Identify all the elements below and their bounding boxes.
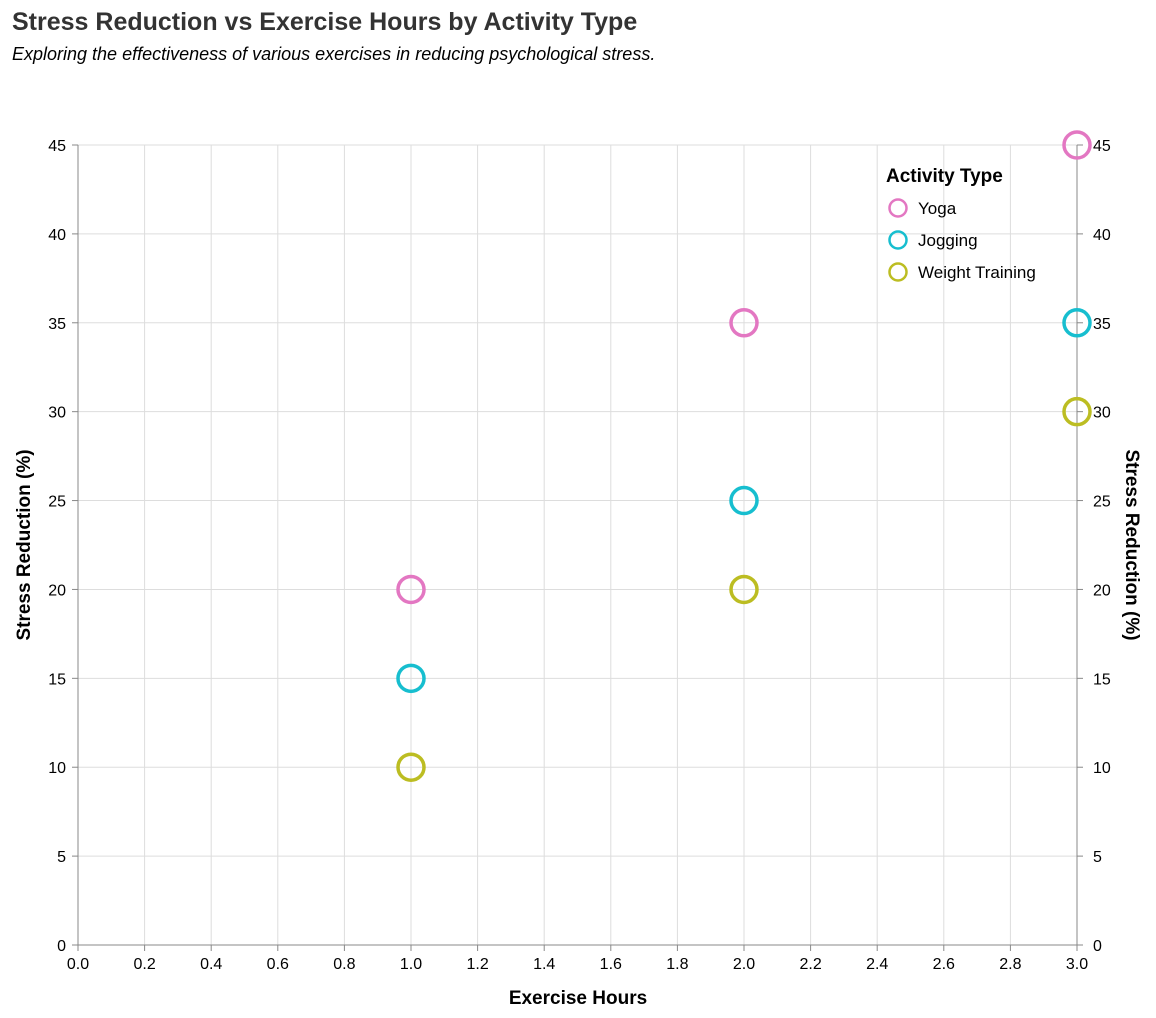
x-tick-label: 2.8 — [999, 956, 1021, 973]
y-axis-right-title: Stress Reduction (%) — [1121, 449, 1142, 640]
y-right-tick-label: 40 — [1093, 227, 1111, 244]
y-axis-title: Stress Reduction (%) — [14, 449, 35, 640]
y-tick-label: 25 — [48, 494, 66, 511]
x-tick-label: 1.6 — [600, 956, 622, 973]
x-tick-label: 1.2 — [466, 956, 488, 973]
x-tick-label: 0.8 — [333, 956, 355, 973]
point-jogging — [729, 485, 759, 516]
x-tick-label: 2.2 — [799, 956, 821, 973]
x-tick-label: 3.0 — [1066, 956, 1088, 973]
y-right-tick-label: 10 — [1093, 760, 1111, 777]
x-tick-label: 0.6 — [267, 956, 289, 973]
y-tick-label: 0 — [57, 938, 66, 955]
chart-subtitle: Exploring the effectiveness of various e… — [12, 44, 656, 64]
data-points — [396, 130, 1092, 782]
x-tick-label: 1.0 — [400, 956, 422, 973]
x-tick-label: 1.8 — [666, 956, 688, 973]
y-tick-label: 20 — [48, 582, 66, 599]
x-tick-label: 1.4 — [533, 956, 555, 973]
y-tick-label: 15 — [48, 671, 66, 688]
y-right-tick-label: 30 — [1093, 405, 1111, 422]
y-tick-label: 30 — [48, 405, 66, 422]
point-yoga — [396, 574, 426, 605]
legend: Activity Type Yoga Jogging Weight Training — [886, 166, 1036, 282]
y-right-tick-label: 15 — [1093, 671, 1111, 688]
legend-symbol-weight-training — [888, 262, 908, 282]
legend-label-jogging: Jogging — [918, 231, 978, 250]
x-tick-label: 2.6 — [933, 956, 955, 973]
y-right-tick-label: 20 — [1093, 582, 1111, 599]
legend-label-weight-training: Weight Training — [918, 263, 1036, 282]
x-tick-label: 2.0 — [733, 956, 755, 973]
legend-label-yoga: Yoga — [918, 199, 957, 218]
axes: 0.0 0.2 0.4 0.6 0.8 1.0 1.2 1.4 1.6 1.8 2.0 2.2 2.4 2… — [48, 138, 1111, 973]
point-yoga — [729, 308, 759, 338]
y-right-tick-label: 35 — [1093, 316, 1111, 333]
x-axis-title: Exercise Hours — [509, 988, 647, 1009]
x-tick-label: 2.4 — [866, 956, 888, 973]
legend-symbol-yoga — [888, 198, 908, 218]
y-tick-label: 40 — [48, 227, 66, 244]
y-tick-label: 45 — [48, 138, 66, 155]
x-tick-label: 0.4 — [200, 956, 222, 973]
legend-symbol-jogging — [888, 230, 908, 250]
point-yoga — [1062, 130, 1092, 160]
x-tick-label: 0.2 — [133, 956, 155, 973]
y-right-tick-label: 25 — [1093, 494, 1111, 511]
point-jogging — [1062, 308, 1092, 338]
chart-title: Stress Reduction vs Exercise Hours by Ac… — [12, 8, 638, 36]
y-right-tick-label: 5 — [1093, 849, 1102, 866]
point-weight-training — [396, 752, 426, 782]
y-tick-label: 5 — [57, 849, 66, 866]
y-right-tick-label: 0 — [1093, 938, 1102, 955]
y-right-tick-label: 45 — [1093, 138, 1111, 155]
legend-title: Activity Type — [886, 166, 1003, 187]
point-weight-training — [729, 574, 759, 605]
point-jogging — [396, 663, 426, 694]
x-tick-label: 0.0 — [67, 956, 89, 973]
point-weight-training — [1062, 396, 1092, 427]
y-tick-label: 35 — [48, 316, 66, 333]
y-tick-label: 10 — [48, 760, 66, 777]
